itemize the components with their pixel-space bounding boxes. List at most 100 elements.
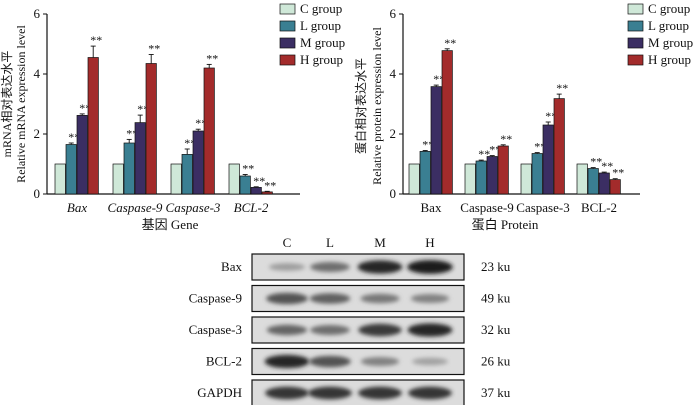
significance-marker: ** [444,36,456,50]
western-blot-panel: C L M H Bax 23 ku Caspase-9 49 ku Caspase-3 32 ku… [189,235,511,405]
bar-bcl-2-3 [598,172,610,195]
blot-column-label: M [374,235,386,250]
legend-swatch [279,20,296,32]
legend-swatch [627,54,644,66]
legend-swatch [627,37,644,49]
bar-caspase-9-4 [497,145,509,195]
y-tick-label: 2 [390,126,397,141]
blot-row-label: Bax [221,259,242,274]
blot-band [310,325,350,335]
x-category-label: Caspase-9 [460,200,513,215]
blot-row-label: Caspase-9 [189,291,242,306]
significance-marker: ** [148,42,160,56]
blot-row-label: GAPDH [197,385,242,400]
y-tick-label: 6 [34,6,41,21]
blot-size-label: 49 ku [481,291,511,306]
bar-bcl-2-2 [239,175,251,195]
blot-band [408,386,452,400]
legend-label: M group [648,35,693,50]
bar-bcl-2-1 [228,163,240,195]
y-tick-label: 0 [34,186,41,201]
blot-row-label: BCL-2 [206,354,242,369]
legend-label: L group [648,18,689,33]
x-axis-title: 蛋白 Protein [472,217,539,232]
bar-caspase-9-1 [464,163,476,195]
legend-swatch [279,54,296,66]
blot-band [360,293,400,304]
significance-marker: ** [612,166,624,180]
bar-bax-3 [430,86,442,195]
significance-marker: ** [242,162,254,176]
x-category-label: Bax [67,200,87,215]
bar-caspase-3-3 [192,130,204,195]
blot-band [358,386,402,400]
bar-bax-4 [87,57,99,195]
blot-band [266,324,308,336]
legend-swatch [627,3,644,15]
bar-caspase-9-2 [475,160,487,195]
x-axis-title: 基因 Gene [142,217,199,232]
blot-band [407,323,453,337]
blot-band [360,356,400,367]
x-category-label: Caspase-3 [166,200,221,215]
blot-row-label: Caspase-3 [189,322,242,337]
legend-label: C group [648,1,690,16]
y-axis-title-en: Relative mRNA expression level [14,25,28,183]
bar-caspase-3-2 [181,154,193,195]
bar-bcl-2-4 [609,179,621,195]
y-axis-title-en: Relative protein expression level [370,27,384,185]
blot-band [268,263,306,271]
bar-bax-1 [54,163,66,195]
bar-bax-4 [441,50,453,195]
bar-caspase-3-3 [542,124,554,195]
bar-bax-2 [419,151,431,195]
blot-row-gapdh [251,379,465,405]
blot-band [407,260,453,274]
significance-marker: ** [253,174,265,188]
blot-band [410,293,450,304]
blot-row-caspase-3 [251,316,465,344]
blot-band [266,292,308,305]
blot-column-label: C [283,235,292,250]
bar-bax-3 [76,115,88,195]
y-axis-title-cn: 蛋白相对表达水平 [353,58,368,154]
blot-band [358,323,402,337]
legend-swatch [279,3,296,15]
blot-band [412,357,448,366]
y-tick-label: 0 [390,186,397,201]
bar-caspase-9-1 [112,163,124,195]
bar-caspase-3-4 [553,98,565,195]
bar-caspase-3-2 [531,153,543,195]
x-category-label: BCL-2 [581,200,617,215]
x-category-label: Caspase-9 [108,200,163,215]
legend-swatch [279,37,296,49]
y-tick-label: 6 [390,6,397,21]
blot-row-caspase-9 [251,284,465,313]
bar-bcl-2-1 [576,163,588,195]
bar-caspase-3-1 [170,163,182,195]
y-tick-label: 2 [34,126,41,141]
bar-bcl-2-2 [587,168,599,195]
bar-caspase-3-1 [520,163,532,195]
legend-label: C group [300,1,342,16]
legend-label: L group [300,18,341,33]
y-tick-label: 4 [390,66,397,81]
bar-caspase-9-4 [145,63,157,195]
legend-label: H group [648,52,691,67]
blot-band [309,293,351,304]
legend-swatch [627,20,644,32]
bar-bcl-2-3 [250,187,262,195]
y-axis-title-cn: mRNA相对表达水平 [0,51,14,158]
significance-marker: ** [556,81,568,95]
x-category-label: Bax [421,200,442,215]
legend-label: H group [300,52,343,67]
significance-marker: ** [590,155,602,169]
blot-column-label: L [326,235,334,250]
blot-size-label: 37 ku [481,385,511,400]
bar-caspase-3-4 [203,67,215,195]
protein-bar-chart: 0 2 4 6 蛋白相对表达水平 Relative protein expression … [353,1,693,232]
blot-row-bax [251,253,465,281]
bar-caspase-9-3 [486,156,498,195]
bar-bax-1 [408,163,420,195]
blot-size-label: 32 ku [481,322,511,337]
